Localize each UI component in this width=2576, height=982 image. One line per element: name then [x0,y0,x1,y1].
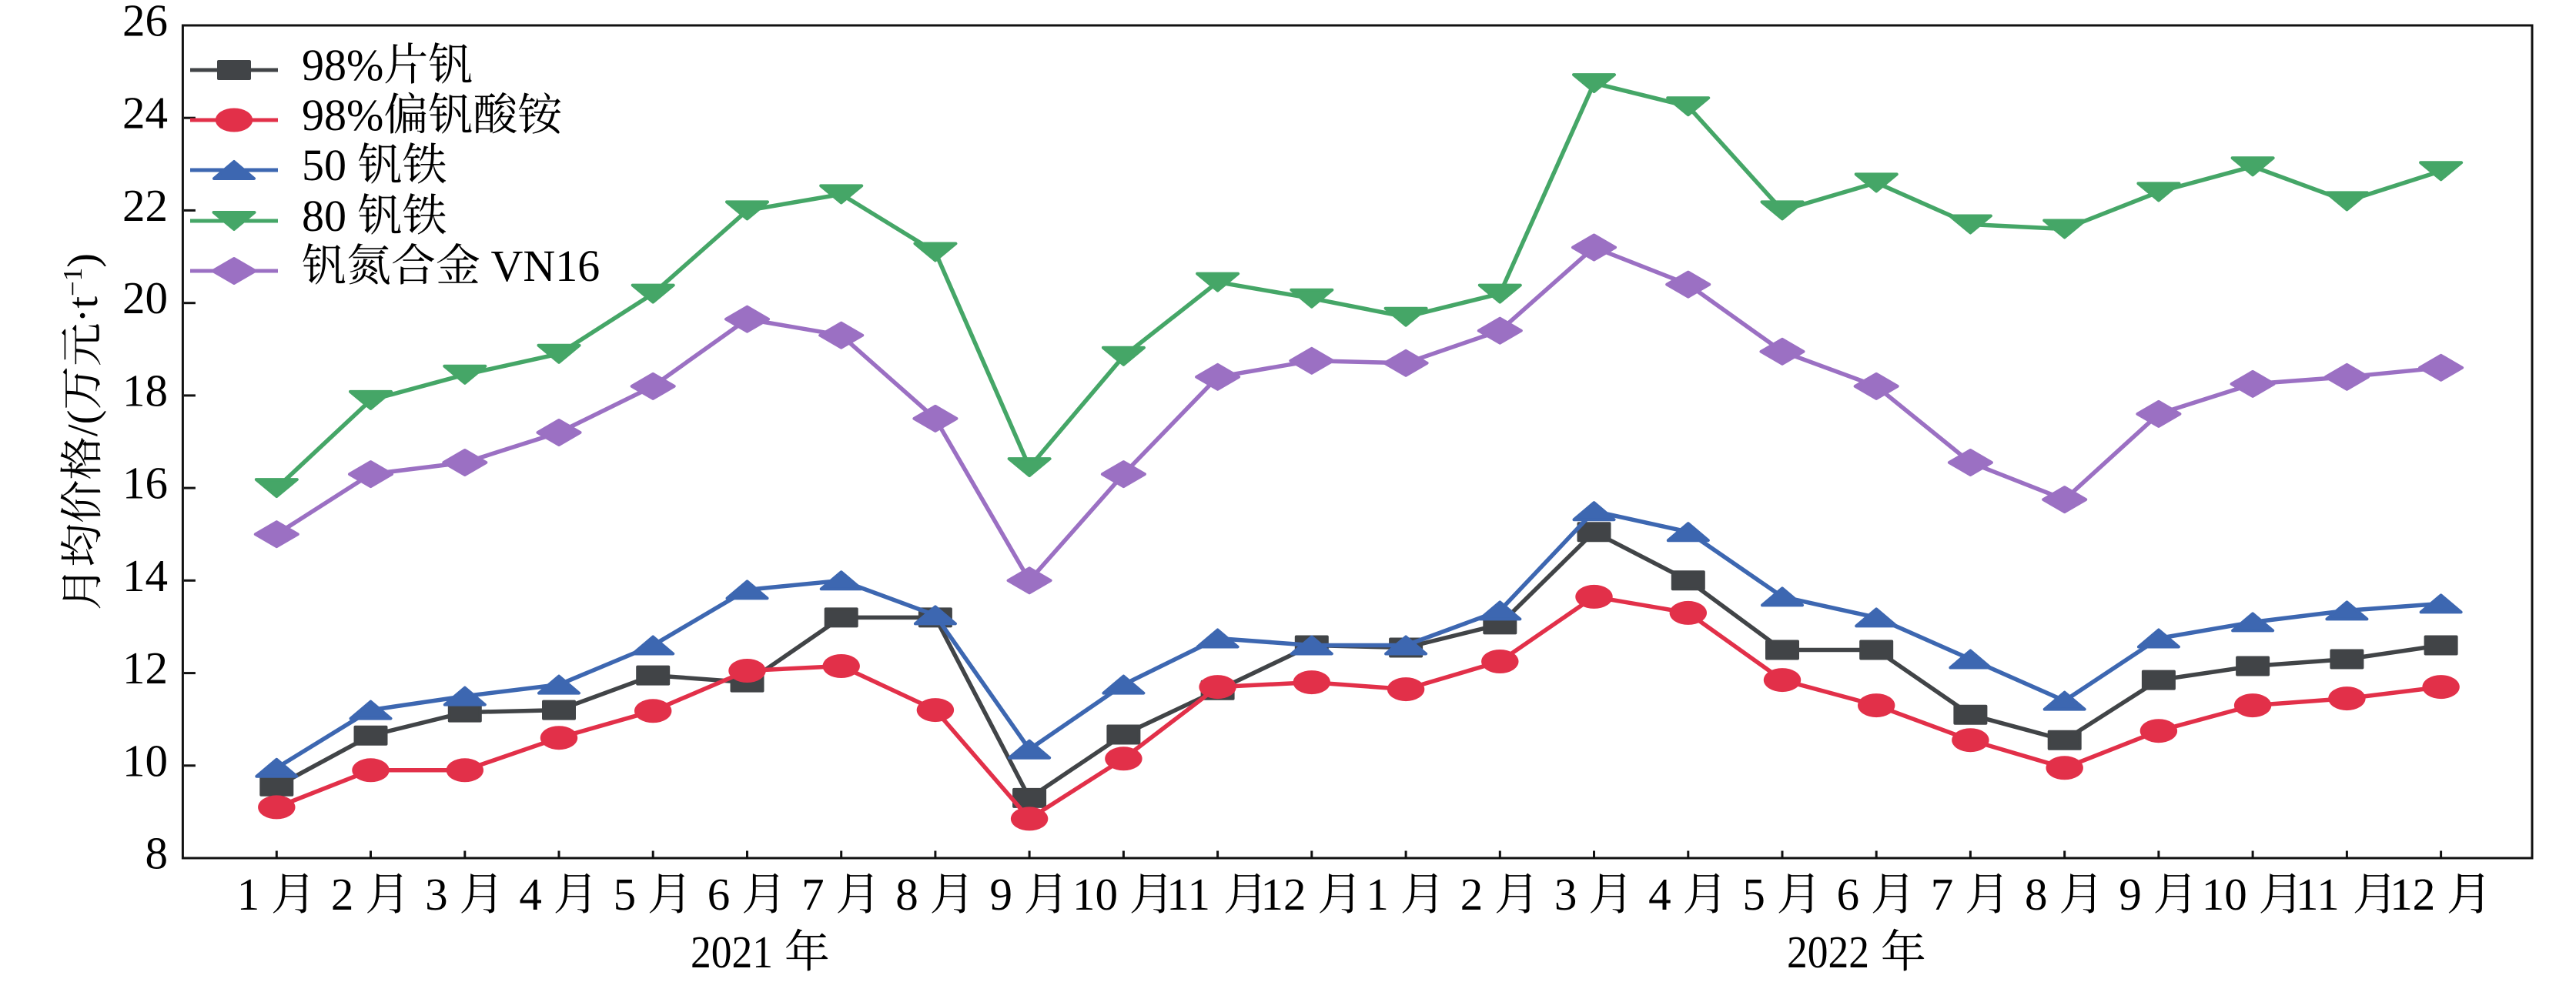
svg-text:20: 20 [122,272,168,323]
svg-text:10: 10 [1072,869,1129,920]
svg-text:18: 18 [122,365,168,416]
svg-text:3: 3 [425,869,459,920]
svg-text:11: 11 [2296,869,2351,920]
svg-text:98%: 98% [302,90,383,140]
svg-text:8: 8 [895,869,929,920]
svg-text:14: 14 [122,550,168,601]
svg-text:11: 11 [1166,869,1222,920]
svg-text:26: 26 [122,0,168,46]
svg-text:12: 12 [122,643,168,693]
svg-text:2021: 2021 [691,927,773,977]
svg-text:2: 2 [331,869,365,920]
svg-text:24: 24 [122,88,168,139]
svg-text:1: 1 [237,869,271,920]
svg-text:2022: 2022 [1787,927,1869,977]
svg-text:98%: 98% [302,40,383,90]
svg-text:8: 8 [2025,869,2059,920]
svg-text:10: 10 [2202,869,2259,920]
svg-text:/(: /( [59,410,107,437]
svg-text:·t: ·t [59,296,107,323]
svg-text:4: 4 [1648,869,1682,920]
svg-text:22: 22 [122,180,168,231]
svg-text:50: 50 [302,140,358,190]
svg-text:6: 6 [708,869,741,920]
svg-text:12: 12 [1261,869,1318,920]
svg-text:5: 5 [1742,869,1776,920]
svg-text:12: 12 [2390,869,2447,920]
svg-text:): ) [59,253,107,268]
svg-text:7: 7 [801,869,835,920]
svg-text:10: 10 [122,735,168,786]
svg-text:8: 8 [146,828,169,879]
svg-text:−1: −1 [58,268,88,296]
svg-text:80: 80 [302,191,358,241]
svg-text:16: 16 [122,458,168,509]
svg-text:7: 7 [1931,869,1965,920]
svg-text:VN16: VN16 [480,241,600,291]
svg-text:12: 12 [2390,869,2447,920]
svg-text:4: 4 [519,869,553,920]
svg-text:9: 9 [2119,869,2153,920]
svg-text:9: 9 [990,869,1024,920]
svg-text:5: 5 [614,869,647,920]
svg-text:6: 6 [1837,869,1871,920]
svg-text:1: 1 [1366,869,1400,920]
svg-text:12: 12 [2390,869,2447,920]
svg-text:3: 3 [1554,869,1588,920]
svg-text:2: 2 [1460,869,1494,920]
